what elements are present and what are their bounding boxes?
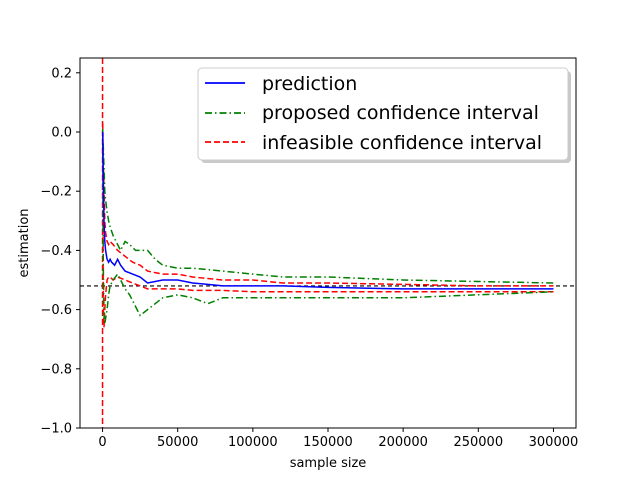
legend-label-infeasible: infeasible confidence interval xyxy=(262,132,542,154)
series-infeasible-lower-line xyxy=(101,146,554,328)
x-axis-ticks: 0 50000 100000 150000 200000 250000 300000 xyxy=(98,428,578,450)
y-tick-label: 0.2 xyxy=(51,66,72,81)
x-tick-label: 150000 xyxy=(303,435,353,450)
x-tick-label: 300000 xyxy=(529,435,579,450)
x-tick-label: 200000 xyxy=(378,435,428,450)
y-axis-label: estimation xyxy=(17,208,32,277)
x-tick-label: 100000 xyxy=(228,435,278,450)
legend-box xyxy=(197,67,569,161)
series-infeasible-upper-line xyxy=(101,123,554,287)
x-tick-label: 0 xyxy=(98,435,106,450)
y-axis-ticks: −1.0 −0.8 −0.6 −0.4 −0.2 0.0 0.2 xyxy=(40,66,80,437)
y-tick-label: −0.6 xyxy=(40,303,72,318)
legend: prediction proposed confidence interval … xyxy=(197,67,571,163)
series-lines xyxy=(101,123,554,328)
series-proposed-lower-line xyxy=(101,137,554,325)
y-tick-label: −0.8 xyxy=(40,362,72,377)
y-tick-label: −1.0 xyxy=(40,422,72,437)
series-proposed-upper-line xyxy=(101,128,554,284)
legend-label-proposed: proposed confidence interval xyxy=(262,102,539,124)
x-tick-label: 250000 xyxy=(453,435,503,450)
y-tick-label: −0.4 xyxy=(40,244,72,259)
y-tick-label: −0.2 xyxy=(40,185,72,200)
series-prediction-line xyxy=(101,131,554,290)
x-axis-label: sample size xyxy=(290,456,367,471)
x-tick-label: 50000 xyxy=(157,435,198,450)
legend-label-prediction: prediction xyxy=(262,73,357,95)
y-tick-label: 0.0 xyxy=(51,126,72,141)
